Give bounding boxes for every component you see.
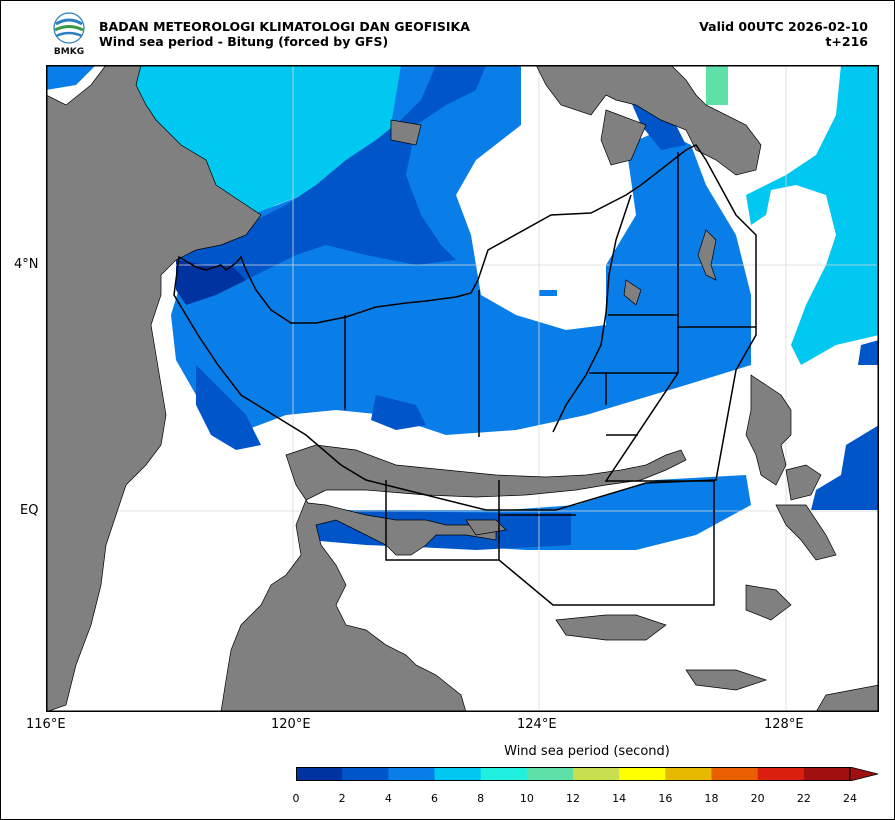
valid-time-block: Valid 00UTC 2026-02-10 t+216 bbox=[699, 19, 868, 49]
colorbar-cell bbox=[711, 767, 759, 781]
colorbar-cell bbox=[573, 767, 620, 781]
colorbar-tick-label: 14 bbox=[612, 792, 627, 805]
lon-label-116e: 116°E bbox=[26, 717, 66, 732]
colorbar-tick-label: 2 bbox=[338, 792, 346, 805]
colorbar-cell bbox=[342, 767, 389, 781]
lon-label-120e: 120°E bbox=[271, 717, 311, 732]
colorbar-extend-arrow bbox=[849, 767, 879, 781]
colorbar-cell bbox=[388, 767, 435, 781]
colorbar-tick-label: 18 bbox=[704, 792, 719, 805]
colorbar-cell bbox=[434, 767, 482, 781]
colorbar-tick-label: 0 bbox=[292, 792, 300, 805]
colorbar-tick-label: 8 bbox=[477, 792, 485, 805]
forecast-zones bbox=[173, 144, 757, 606]
colorbar-tick-label: 4 bbox=[384, 792, 392, 805]
colorbar-cell bbox=[757, 767, 805, 781]
lon-label-128e: 128°E bbox=[764, 717, 804, 732]
colorbar-tick-label: 24 bbox=[843, 792, 857, 805]
map-subtitle: Wind sea period - Bitung (forced by GFS) bbox=[99, 34, 389, 49]
colorbar-cell bbox=[480, 767, 528, 781]
colorbar-cell bbox=[296, 767, 343, 781]
land-masses bbox=[45, 64, 880, 713]
org-name: BADAN METEOROLOGI KLIMATOLOGI DAN GEOFIS… bbox=[99, 19, 470, 34]
lat-label-eq: EQ bbox=[20, 503, 39, 518]
colorbar-tick-label: 20 bbox=[750, 792, 765, 805]
forecast-step: t+216 bbox=[825, 34, 868, 49]
map-title: BADAN METEOROLOGI KLIMATOLOGI DAN GEOFIS… bbox=[99, 19, 470, 49]
colorbar-cell bbox=[803, 767, 851, 781]
colorbar-cell bbox=[526, 767, 574, 781]
colorbar-cell bbox=[665, 767, 712, 781]
colorbar-cell bbox=[619, 767, 666, 781]
wind-sea-period-map bbox=[45, 64, 880, 713]
colorbar-title: Wind sea period (second) bbox=[504, 744, 670, 759]
map-border bbox=[46, 65, 879, 712]
colorbar-tick-label: 6 bbox=[431, 792, 438, 805]
colorbar-tick-label: 22 bbox=[796, 792, 811, 805]
map-canvas bbox=[45, 64, 880, 713]
colorbar-tick-label: 10 bbox=[519, 792, 534, 805]
bmkg-logo: BMKG bbox=[50, 12, 90, 58]
colorbar-tick-label: 12 bbox=[566, 792, 580, 805]
lat-label-4n: 4°N bbox=[14, 257, 39, 272]
valid-time: Valid 00UTC 2026-02-10 bbox=[699, 19, 868, 34]
colorbar bbox=[296, 767, 879, 781]
colorbar-tick-label: 16 bbox=[658, 792, 673, 805]
lon-label-124e: 124°E bbox=[517, 717, 557, 732]
svg-text:BMKG: BMKG bbox=[54, 47, 84, 57]
